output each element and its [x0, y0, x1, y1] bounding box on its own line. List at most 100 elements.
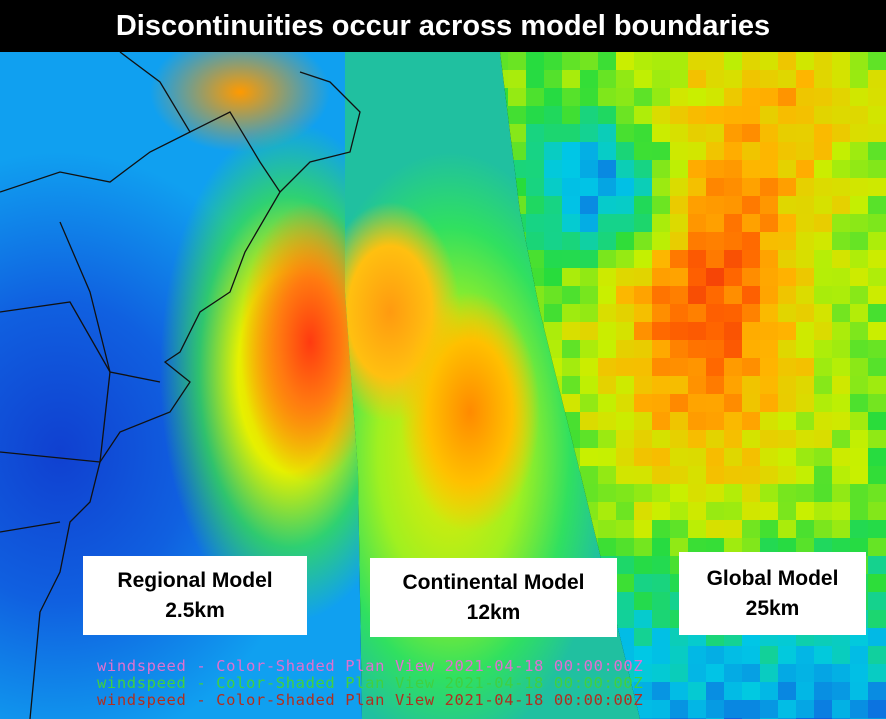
grid-cell	[742, 160, 760, 178]
grid-cell	[616, 448, 634, 466]
grid-cell	[634, 394, 652, 412]
grid-cell	[634, 142, 652, 160]
grid-cell	[796, 358, 814, 376]
grid-cell	[598, 376, 616, 394]
grid-cell	[634, 520, 652, 538]
grid-cell	[868, 664, 886, 682]
grid-cell	[634, 178, 652, 196]
grid-cell	[688, 448, 706, 466]
grid-cell	[778, 538, 796, 556]
grid-cell	[850, 106, 868, 124]
grid-cell	[634, 304, 652, 322]
grid-cell	[598, 52, 616, 70]
grid-cell	[724, 196, 742, 214]
grid-cell	[688, 466, 706, 484]
grid-cell	[652, 466, 670, 484]
grid-cell	[832, 322, 850, 340]
grid-cell	[832, 160, 850, 178]
grid-cell	[724, 124, 742, 142]
grid-cell	[652, 160, 670, 178]
grid-cell	[688, 538, 706, 556]
grid-cell	[724, 160, 742, 178]
grid-cell	[580, 358, 598, 376]
grid-cell	[634, 106, 652, 124]
grid-cell	[760, 664, 778, 682]
grid-cell	[670, 88, 688, 106]
grid-cell	[868, 142, 886, 160]
grid-cell	[760, 412, 778, 430]
grid-cell	[814, 682, 832, 700]
grid-cell	[778, 322, 796, 340]
grid-cell	[652, 520, 670, 538]
grid-cell	[724, 700, 742, 718]
grid-cell	[868, 592, 886, 610]
grid-cell	[760, 88, 778, 106]
grid-cell	[562, 214, 580, 232]
grid-cell	[526, 214, 544, 232]
grid-cell	[688, 106, 706, 124]
grid-cell	[688, 394, 706, 412]
grid-cell	[742, 520, 760, 538]
grid-cell	[814, 412, 832, 430]
grid-cell	[706, 106, 724, 124]
grid-cell	[688, 160, 706, 178]
grid-cell	[796, 160, 814, 178]
grid-cell	[634, 340, 652, 358]
grid-cell	[616, 556, 634, 574]
grid-cell	[868, 502, 886, 520]
grid-cell	[814, 142, 832, 160]
grid-cell	[850, 358, 868, 376]
grid-cell	[706, 664, 724, 682]
grid-cell	[634, 412, 652, 430]
grid-cell	[814, 70, 832, 88]
grid-cell	[868, 520, 886, 538]
grid-cell	[580, 394, 598, 412]
grid-cell	[778, 214, 796, 232]
grid-cell	[580, 160, 598, 178]
grid-cell	[598, 70, 616, 88]
grid-cell	[688, 304, 706, 322]
grid-cell	[634, 232, 652, 250]
grid-cell	[670, 286, 688, 304]
grid-cell	[814, 646, 832, 664]
grid-cell	[796, 664, 814, 682]
grid-cell	[868, 538, 886, 556]
grid-cell	[616, 106, 634, 124]
grid-cell	[598, 268, 616, 286]
grid-cell	[796, 646, 814, 664]
grid-cell	[832, 682, 850, 700]
grid-cell	[850, 142, 868, 160]
grid-cell	[526, 160, 544, 178]
grid-cell	[688, 322, 706, 340]
grid-cell	[616, 88, 634, 106]
grid-cell	[670, 232, 688, 250]
grid-cell	[742, 304, 760, 322]
grid-cell	[652, 124, 670, 142]
grid-cell	[526, 70, 544, 88]
grid-cell	[796, 286, 814, 304]
grid-cell	[598, 286, 616, 304]
grid-cell	[706, 268, 724, 286]
grid-cell	[814, 88, 832, 106]
grid-cell	[796, 466, 814, 484]
grid-cell	[796, 232, 814, 250]
grid-cell	[850, 484, 868, 502]
grid-cell	[868, 124, 886, 142]
grid-cell	[652, 358, 670, 376]
grid-cell	[562, 142, 580, 160]
model-resolution: 12km	[466, 600, 521, 624]
grid-cell	[742, 538, 760, 556]
grid-cell	[868, 178, 886, 196]
grid-cell	[724, 232, 742, 250]
grid-cell	[670, 466, 688, 484]
grid-cell	[868, 358, 886, 376]
grid-cell	[778, 70, 796, 88]
grid-cell	[598, 88, 616, 106]
grid-cell	[688, 412, 706, 430]
grid-cell	[832, 412, 850, 430]
grid-cell	[688, 376, 706, 394]
grid-cell	[598, 448, 616, 466]
grid-cell	[832, 304, 850, 322]
grid-cell	[562, 250, 580, 268]
grid-cell	[850, 520, 868, 538]
